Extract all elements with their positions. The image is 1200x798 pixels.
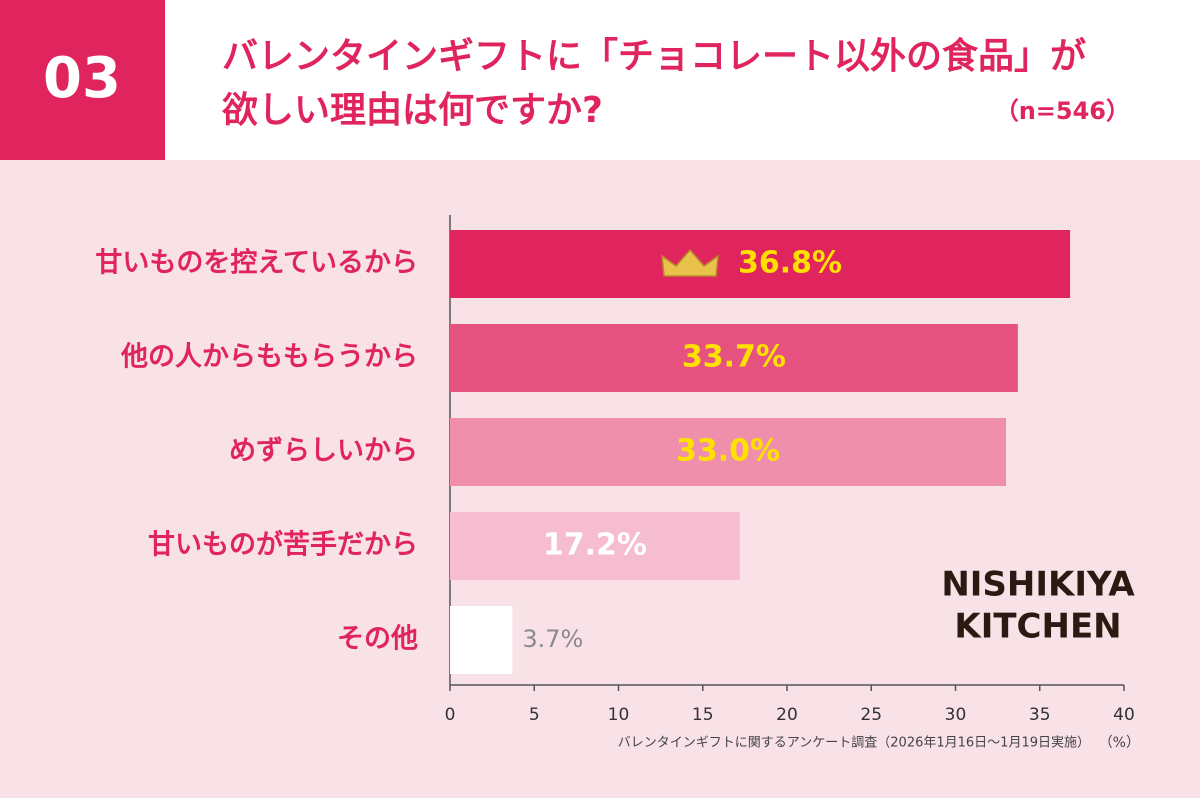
x-tick-label: 5: [529, 705, 540, 725]
bar: [450, 606, 513, 674]
value-label: 33.7%: [682, 340, 786, 375]
x-tick-label: 10: [608, 705, 630, 725]
x-tick-label: 25: [860, 705, 882, 725]
logo-line: NISHIKIYA: [941, 565, 1135, 605]
logo-line: KITCHEN: [954, 607, 1121, 647]
value-label: 36.8%: [738, 246, 842, 281]
value-label: 33.0%: [676, 434, 780, 469]
category-label: その他: [337, 624, 418, 655]
x-axis-unit: （%）: [1099, 735, 1140, 751]
bar: [450, 418, 1007, 486]
question-number: 03: [43, 46, 121, 111]
category-label: 他の人からももらうから: [120, 342, 418, 373]
value-label: 3.7%: [522, 625, 583, 653]
source-note: バレンタインギフトに関するアンケート調査（2026年1月16日〜1月19日実施）: [618, 735, 1090, 751]
header-background: [0, 0, 1200, 160]
category-label: 甘いものが苦手だから: [148, 529, 418, 561]
title-line: 欲しい理由は何ですか?: [221, 90, 603, 131]
x-tick-label: 40: [1113, 705, 1135, 725]
x-tick-label: 30: [945, 705, 967, 725]
bar: [450, 324, 1018, 392]
number-badge: [0, 0, 165, 160]
category-label: 甘いものを控えているから: [95, 248, 418, 279]
bar: [450, 512, 740, 580]
value-label: 17.2%: [543, 528, 647, 563]
crown-icon: [661, 248, 719, 277]
category-label: めずらしいから: [229, 436, 418, 467]
sample-size: （n=546）: [995, 97, 1130, 125]
title-line: バレンタインギフトに「チョコレート以外の食品」が: [222, 36, 1086, 77]
x-tick-label: 0: [445, 705, 456, 725]
x-tick-label: 35: [1029, 705, 1051, 725]
x-tick-label: 20: [776, 705, 798, 725]
bar: [450, 230, 1071, 298]
x-tick-label: 15: [692, 705, 714, 725]
